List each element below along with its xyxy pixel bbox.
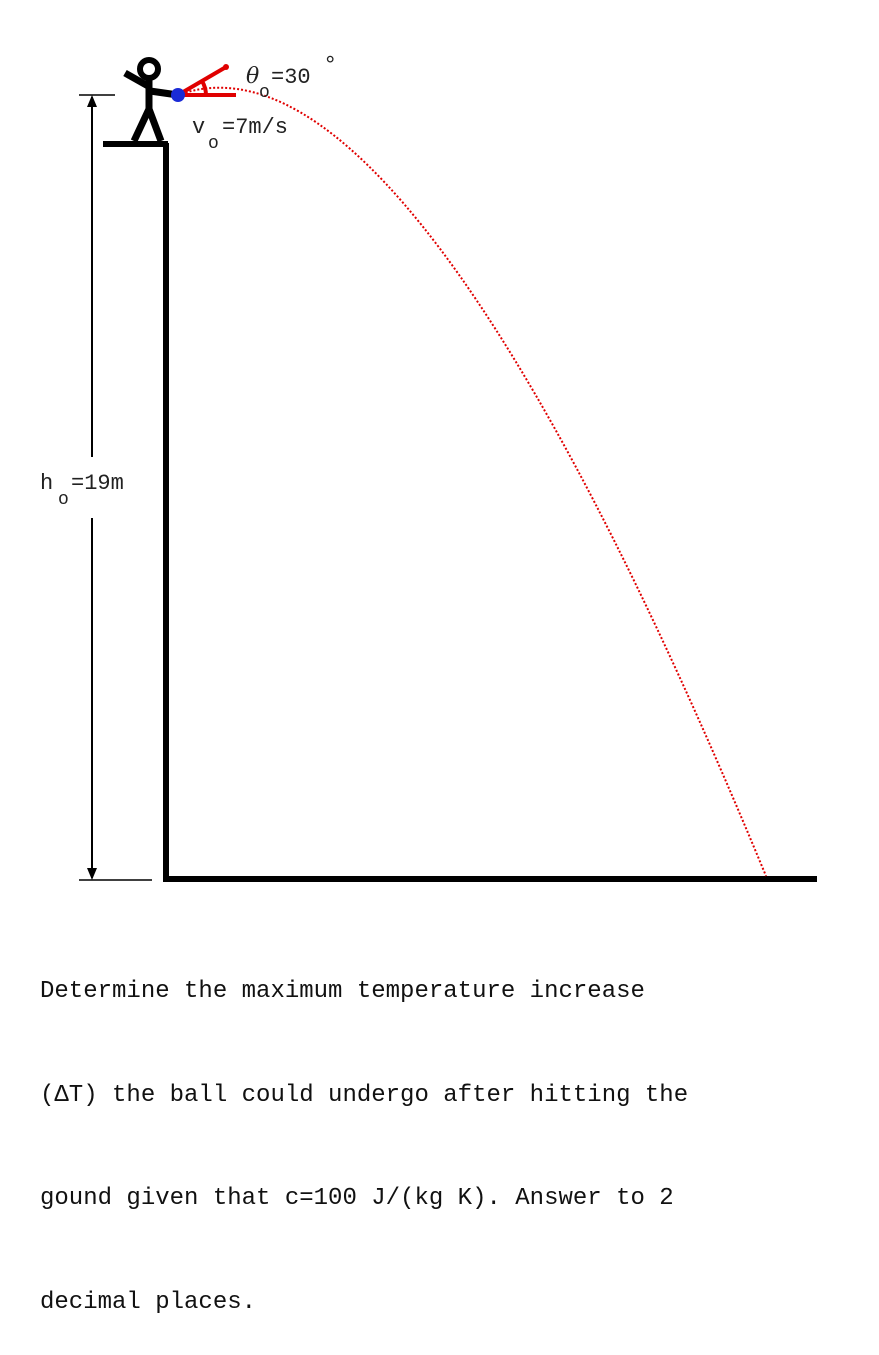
question-line: gound given that c=100 J/(kg K). Answer … [40,1185,674,1212]
angle-value: =30 [271,65,311,90]
arrowhead-down [87,868,97,880]
angle-arc [200,79,208,96]
person-figure [123,57,179,143]
projectile-diagram: h o =19m θ o =30 ° v o =7m/s [40,53,817,882]
trajectory-path [177,86,767,877]
question-line: (ΔT) the ball could undergo after hittin… [40,1081,689,1109]
arrowhead-up [87,95,97,107]
launch-angle-indicator [176,64,236,97]
velocity-arrow-tip [223,64,229,70]
question-text: Determine the maximum temperature increa… [40,906,860,1355]
degree-symbol: ° [323,53,337,80]
velocity-subscript: o [208,134,219,154]
question-line: Determine the maximum temperature increa… [40,978,645,1005]
height-label: h [40,471,53,496]
height-subscript: o [58,490,69,510]
height-dimension [79,94,152,881]
person-leg-right [145,107,165,143]
velocity-symbol: v [192,115,205,140]
person-leg-left [130,107,153,143]
height-value: =19m [71,471,124,496]
person-head [137,57,161,81]
ball [171,88,185,102]
question-line: decimal places. [40,1288,257,1316]
angle-subscript: o [259,83,270,103]
velocity-value: =7m/s [222,115,288,140]
angle-symbol: θ [246,64,259,89]
person-arm-back [123,69,150,90]
height-symbol: h [40,471,53,496]
